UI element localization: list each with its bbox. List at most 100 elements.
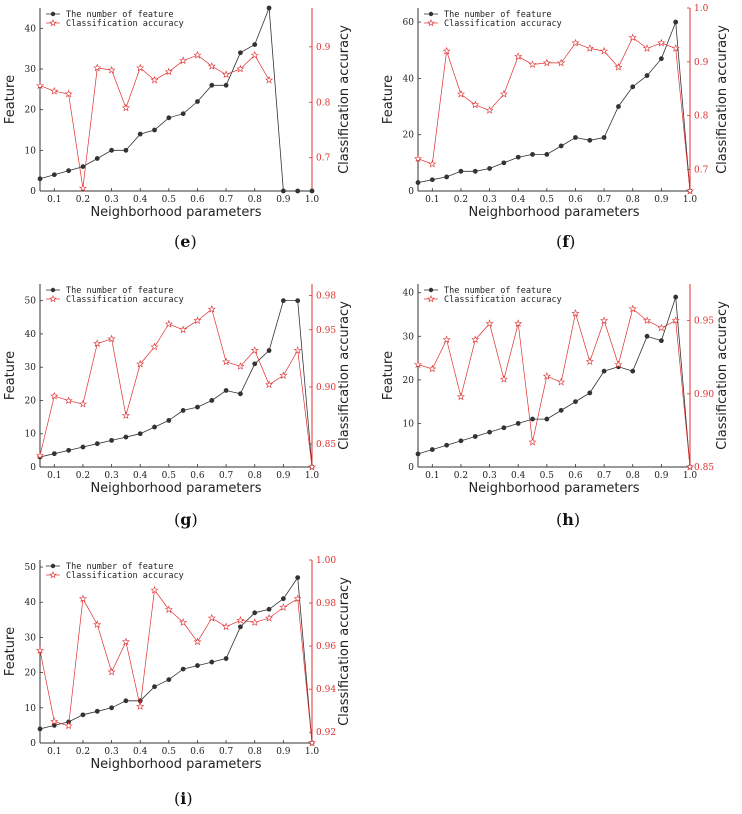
x-tick-label: 0.4 [133,747,148,757]
panel-label-f: (f) [556,232,576,251]
chart-panel-e: 0.1 0.2 0.3 0.4 0.5 0.6 0.7 0.8 0.9 1.0 0 10 20 30 40 0… [3,5,352,220]
accuracy-point [222,622,231,631]
x-tick-label: 0.5 [162,747,177,757]
feature-point [94,156,100,161]
feature-point [123,147,129,153]
accuracy-point [600,46,609,55]
accuracy-point [657,38,666,47]
feature-point [444,442,450,448]
y2-tick-label: 1.00 [316,556,336,566]
y-axis-label: Feature [3,351,18,400]
y2-tick-label: 0.9 [316,43,331,53]
accuracy-point [150,342,159,351]
feature-point [658,56,664,62]
x-tick-label: 0.9 [276,471,291,481]
y-tick-label: 40 [403,74,415,84]
y-tick-label: 10 [25,704,37,714]
feature-point [66,447,72,453]
accuracy-point [528,60,537,68]
accuracy-point [614,62,623,71]
x-tick-label: 0.6 [190,195,205,205]
x-tick-label: 0.9 [654,195,669,205]
feature-point [152,684,157,690]
x-tick-label: 0.7 [597,195,612,205]
accuracy-point [585,357,594,366]
feature-point [109,147,114,153]
y2-tick-label: 0.7 [316,154,331,164]
y-tick-label: 50 [25,297,37,307]
feature-point [487,166,492,171]
feature-line [417,296,691,468]
feature-point [501,425,507,431]
y-tick-label: 30 [403,332,415,342]
accuracy-line [39,589,313,744]
feature-point [180,111,186,117]
y-tick-label: 0 [30,739,36,749]
y-tick-label: 40 [25,24,37,34]
feature-line [39,7,312,192]
accuracy-point [307,462,317,471]
accuracy-point [207,304,216,313]
x-tick-label: 1.0 [683,471,698,481]
feature-point [37,176,43,182]
feature-point [295,298,301,304]
y2-axis-label: Classification accuracy [337,577,352,726]
y-axis-label: Feature [3,75,18,124]
feature-point [673,294,679,300]
accuracy-point [456,392,466,401]
feature-point [51,172,57,178]
x-tick-label: 0.2 [76,471,90,481]
y-axis-label: Feature [381,351,396,400]
legend-accuracy-label: Classification accuracy [444,19,562,29]
x-tick-label: 0.4 [511,195,526,205]
accuracy-point [279,371,288,379]
y-tick-label: 0 [408,463,414,473]
accuracy-point [628,33,637,42]
feature-point [238,624,243,630]
x-tick-label: 1.0 [305,195,320,205]
x-tick-label: 0.8 [248,747,263,757]
x-tick-label: 0.1 [47,747,61,757]
legend-accuracy-label: Classification accuracy [66,571,184,581]
feature-point [152,424,157,430]
accuracy-point [542,58,551,67]
feature-point [51,451,57,457]
feature-line [39,300,313,468]
feature-point [601,368,607,374]
feature-point [209,82,215,88]
accuracy-point [293,594,302,603]
y2-tick-label: 0.94 [316,685,336,695]
feature-point [80,444,86,450]
feature-point [472,168,478,174]
feature-point [166,115,172,121]
accuracy-line [39,54,270,189]
x-tick-label: 0.1 [47,471,61,481]
accuracy-point [485,105,494,114]
feature-point [94,441,100,447]
y-tick-label: 50 [25,563,37,573]
x-tick-label: 0.2 [454,471,468,481]
y2-tick-label: 0.95 [694,317,714,327]
legend-feature-marker [50,11,56,17]
feature-point [209,398,215,403]
y2-tick-label: 0.7 [694,165,709,175]
accuracy-point [413,154,423,163]
x-tick-label: 0.7 [219,471,234,481]
feature-point [644,333,650,339]
y-tick-label: 20 [25,106,37,116]
feature-point [209,659,215,665]
panel-label-e: (e) [174,232,197,251]
accuracy-point [236,362,245,370]
accuracy-point [93,63,102,72]
x-tick-label: 0.7 [597,471,612,481]
accuracy-point [93,339,102,347]
x-tick-label: 0.1 [425,471,439,481]
y2-axis-label: Classification accuracy [715,301,730,450]
feature-point [415,451,421,457]
y2-tick-label: 0.96 [316,642,336,652]
accuracy-point [50,717,59,725]
accuracy-point [528,437,537,446]
feature-point [630,84,636,90]
feature-point [444,174,450,180]
feature-point [558,407,564,413]
